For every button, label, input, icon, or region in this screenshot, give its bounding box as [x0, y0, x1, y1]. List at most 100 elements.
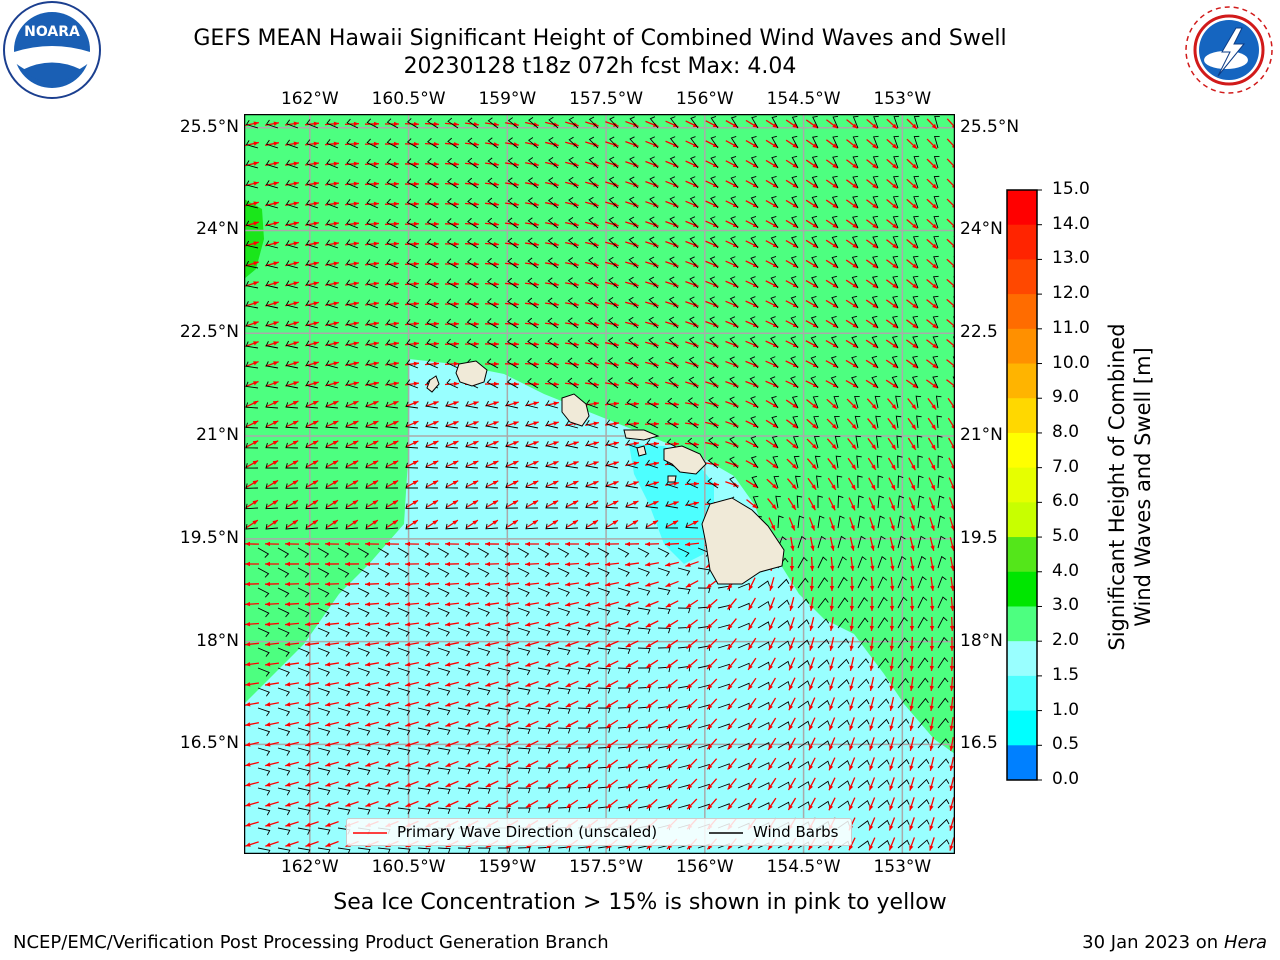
wind-barb [617, 667, 631, 674]
wind-barb [365, 442, 379, 449]
wave-arrowhead [625, 622, 632, 627]
wind-barb [305, 463, 319, 469]
wave-arrowhead [687, 763, 693, 770]
wind-barb [346, 259, 359, 269]
wind-barb [893, 135, 899, 149]
wave-arrowhead [365, 601, 371, 607]
wind-barb [811, 135, 819, 149]
wind-barb [337, 667, 350, 677]
wind-barb [797, 740, 811, 749]
wave-arrowhead [593, 481, 599, 486]
wind-barb [606, 399, 619, 409]
wave-arrowhead [473, 301, 479, 307]
wave-arrowhead [385, 762, 391, 767]
wave-arrowhead [932, 243, 938, 249]
wave-arrowhead [393, 221, 399, 227]
wind-barb [917, 576, 927, 589]
wind-barb [537, 767, 551, 774]
wave-arrowhead [768, 684, 773, 691]
wave-arrowhead [672, 520, 679, 525]
wave-arrowhead [525, 682, 531, 687]
wave-arrowhead [812, 123, 818, 129]
wind-barb [277, 687, 290, 697]
wind-barb [517, 667, 531, 676]
wave-arrowhead [333, 181, 339, 186]
wave-arrowhead [245, 822, 251, 827]
wind-barb [891, 375, 899, 389]
wave-arrowhead [245, 601, 251, 607]
wave-arrowhead [707, 663, 713, 670]
wind-barb [305, 523, 319, 530]
colorbar-tick-label: 0.5 [1052, 734, 1080, 755]
wind-barb [666, 418, 679, 429]
wave-arrowhead [452, 520, 458, 525]
wave-arrowhead [593, 162, 599, 167]
wave-arrowhead [505, 541, 511, 547]
wind-barb [877, 657, 889, 669]
wave-arrowhead [413, 361, 419, 366]
wind-barb [669, 176, 679, 189]
wind-barb [917, 718, 929, 729]
wind-barb [345, 483, 359, 489]
wind-barb [857, 556, 867, 569]
wave-arrowhead [292, 520, 298, 525]
wind-barb [567, 257, 579, 269]
wind-barb [337, 547, 350, 558]
wave-arrowhead [832, 183, 838, 189]
wave-arrowhead [553, 461, 559, 466]
wind-barb [936, 415, 942, 429]
wind-barb [557, 567, 570, 578]
wave-arrowhead [646, 743, 652, 749]
wind-barb [697, 587, 711, 594]
wind-barb [628, 377, 639, 389]
wave-arrowhead [829, 665, 834, 671]
wave-arrowhead [829, 764, 834, 771]
wave-arrowhead [513, 341, 519, 347]
wave-arrowhead [265, 742, 271, 747]
wave-arrowhead [353, 321, 359, 326]
wind-barb [497, 747, 511, 755]
wave-arrowhead [909, 765, 914, 771]
wind-barb [365, 523, 379, 530]
wind-barb [405, 483, 419, 489]
wave-arrowhead [533, 421, 539, 426]
wind-barb [437, 707, 451, 716]
wave-arrowhead [445, 802, 452, 807]
wind-barb [366, 219, 379, 229]
wind-barb [507, 157, 519, 169]
wave-arrowhead [673, 421, 679, 427]
wave-arrowhead [512, 520, 518, 525]
wind-barb [525, 482, 539, 489]
wind-barb [897, 819, 910, 829]
wind-barb [397, 727, 411, 736]
wind-barb [792, 415, 799, 429]
wave-arrowhead [525, 702, 531, 707]
wind-barb [497, 647, 511, 656]
wind-barb [447, 117, 459, 129]
wave-arrowhead [373, 341, 379, 346]
wind-barb [385, 401, 399, 409]
wind-barb [750, 436, 759, 449]
wave-arrowhead [929, 665, 935, 671]
wind-barb [497, 727, 511, 735]
wind-barb [265, 442, 279, 449]
wave-arrowhead [545, 602, 551, 607]
wave-arrowhead [573, 122, 579, 127]
wind-barb [537, 846, 551, 853]
wave-arrowhead [453, 341, 459, 347]
wave-arrowhead [285, 541, 291, 547]
wind-barb [752, 495, 759, 509]
wave-arrowhead [930, 545, 935, 551]
wind-barb [357, 547, 370, 558]
wave-arrowhead [325, 662, 331, 667]
wave-arrowhead [553, 361, 559, 367]
wind-barb [357, 747, 371, 756]
wave-arrowhead [929, 765, 934, 771]
wave-arrowhead [465, 782, 472, 787]
wave-arrowhead [553, 322, 559, 327]
wave-arrowhead [832, 223, 838, 228]
wave-arrowhead [405, 601, 411, 607]
wave-arrowhead [869, 705, 874, 711]
wave-arrowhead [687, 843, 693, 850]
wave-arrowhead [870, 484, 876, 491]
